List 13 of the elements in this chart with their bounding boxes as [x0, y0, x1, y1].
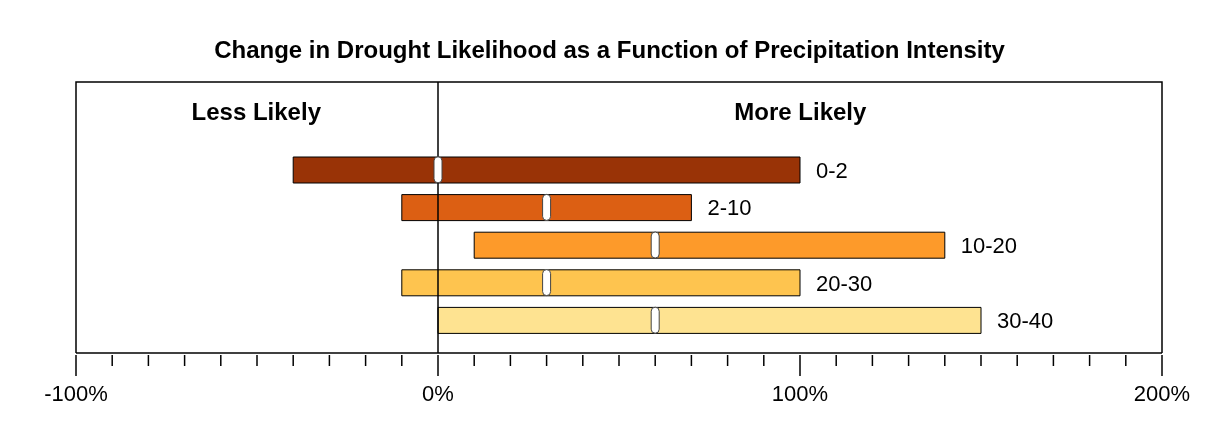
text: Less Likely [191, 98, 322, 125]
y-tick-label: 30-40 [997, 308, 1054, 334]
bar [473, 231, 946, 259]
x-tick-label: -100% [44, 381, 108, 406]
chart-title: Change in Drought Likelihood as a Function of Precipitation Intensity [213, 36, 1006, 63]
x-tick-label: 0% [422, 381, 454, 406]
y-tick-label: 10-20 [960, 233, 1018, 259]
y-tick-label: 20-30 [816, 270, 873, 296]
y-tick-label: 0-2 [816, 157, 848, 183]
y-tick-label: 2-10 [707, 195, 752, 221]
text: More Likely [734, 98, 868, 125]
x-tick-label: 200% [1133, 381, 1191, 406]
x-tick-label: 100% [771, 381, 829, 406]
